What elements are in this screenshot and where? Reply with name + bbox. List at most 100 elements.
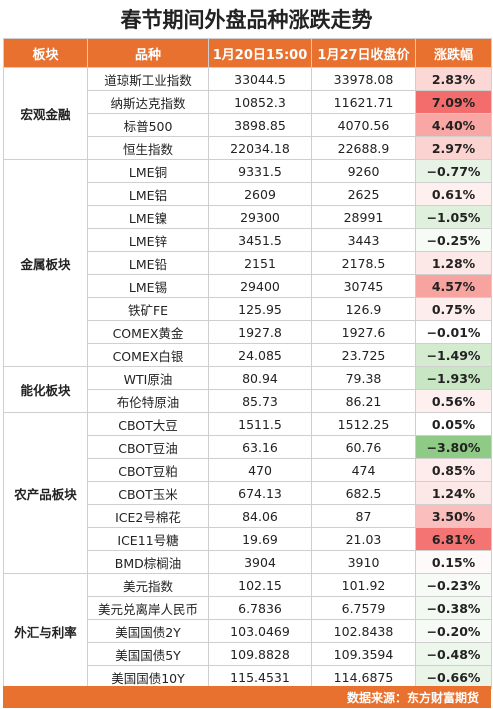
price-jan27: 3443: [311, 228, 416, 252]
price-jan20: 2609: [208, 182, 312, 206]
price-jan20: 24.085: [208, 343, 312, 367]
price-jan27: 3910: [311, 550, 416, 574]
table-row: 能化板块 WTI原油 80.94 79.38 −1.93%: [3, 366, 492, 413]
table-row: 纳斯达克指数 10852.3 11621.71 7.09%: [4, 90, 492, 114]
price-jan27: 30745: [311, 274, 416, 298]
price-jan27: 79.38: [311, 366, 416, 390]
instrument-name: 美元指数: [87, 573, 209, 597]
instrument-name: BMD棕榈油: [87, 550, 209, 574]
price-jan20: 22034.18: [208, 136, 312, 160]
change-pct: 2.97%: [415, 136, 492, 160]
change-pct: 0.75%: [415, 297, 492, 321]
price-jan27: 474: [311, 458, 416, 482]
table-row: LME铅 2151 2178.5 1.28%: [4, 251, 492, 275]
price-jan27: 1512.25: [311, 412, 416, 436]
header-change: 涨跌幅: [415, 38, 492, 68]
instrument-name: 铁矿FE: [87, 297, 209, 321]
price-jan20: 29300: [208, 205, 312, 229]
instrument-name: LME铜: [87, 159, 209, 183]
header-name: 品种: [87, 38, 209, 68]
change-pct: −0.23%: [415, 573, 492, 597]
instrument-name: 恒生指数: [87, 136, 209, 160]
price-jan27: 109.3594: [311, 642, 416, 666]
instrument-name: 美国国债2Y: [87, 619, 209, 643]
change-pct: 1.28%: [415, 251, 492, 275]
instrument-name: CBOT大豆: [87, 412, 209, 436]
instrument-name: LME镍: [87, 205, 209, 229]
change-pct: 4.40%: [415, 113, 492, 137]
sector-label: 宏观金融: [3, 67, 88, 160]
instrument-name: 纳斯达克指数: [87, 90, 209, 114]
header-sector: 板块: [3, 38, 88, 68]
table-row: 美元兑离岸人民币 6.7836 6.7579 −0.38%: [4, 596, 492, 620]
instrument-name: ICE11号糖: [87, 527, 209, 551]
price-jan20: 80.94: [208, 366, 312, 390]
data-source-footer: 数据来源：东方财富期货: [3, 686, 491, 708]
price-jan20: 102.15: [208, 573, 312, 597]
instrument-name: 标普500: [87, 113, 209, 137]
change-pct: 3.50%: [415, 504, 492, 528]
instrument-name: CBOT豆粕: [87, 458, 209, 482]
price-jan20: 674.13: [208, 481, 312, 505]
commodity-table: 板块 品种 1月20日15:00 1月27日收盘价 涨跌幅 宏观金融 道琼斯工业指…: [3, 38, 492, 689]
instrument-name: COMEX黄金: [87, 320, 209, 344]
price-jan27: 2178.5: [311, 251, 416, 275]
change-pct: 6.81%: [415, 527, 492, 551]
instrument-name: CBOT豆油: [87, 435, 209, 459]
instrument-name: COMEX白银: [87, 343, 209, 367]
price-jan27: 126.9: [311, 297, 416, 321]
change-pct: 2.83%: [415, 67, 492, 91]
price-jan27: 87: [311, 504, 416, 528]
instrument-name: ICE2号棉花: [87, 504, 209, 528]
table-row: 恒生指数 22034.18 22688.9 2.97%: [4, 136, 492, 160]
change-pct: 7.09%: [415, 90, 492, 114]
page-title: 春节期间外盘品种涨跌走势: [120, 8, 373, 32]
table-row: 标普500 3898.85 4070.56 4.40%: [4, 113, 492, 137]
instrument-name: 美国国债10Y: [87, 665, 209, 689]
instrument-name: LME铅: [87, 251, 209, 275]
change-pct: −0.20%: [415, 619, 492, 643]
price-jan27: 2625: [311, 182, 416, 206]
table-row: 美国国债10Y 115.4531 114.6875 −0.66%: [4, 665, 492, 689]
sector-label: 外汇与利率: [3, 573, 88, 689]
instrument-name: LME锡: [87, 274, 209, 298]
price-jan27: 86.21: [311, 389, 416, 413]
table-row: 外汇与利率 美元指数 102.15 101.92 −0.23%: [3, 573, 492, 689]
price-jan27: 60.76: [311, 435, 416, 459]
change-pct: 0.15%: [415, 550, 492, 574]
price-jan27: 4070.56: [311, 113, 416, 137]
change-pct: −0.66%: [415, 665, 492, 689]
table-row: 宏观金融 道琼斯工业指数 33044.5 33978.08 2.83%: [3, 67, 492, 160]
price-jan20: 19.69: [208, 527, 312, 551]
instrument-name: CBOT玉米: [87, 481, 209, 505]
price-jan27: 22688.9: [311, 136, 416, 160]
header-row: 板块 品种 1月20日15:00 1月27日收盘价 涨跌幅: [3, 38, 492, 68]
table-row: BMD棕榈油 3904 3910 0.15%: [4, 550, 492, 574]
table-row: LME锌 3451.5 3443 −0.25%: [4, 228, 492, 252]
change-pct: −0.38%: [415, 596, 492, 620]
change-pct: −1.93%: [415, 366, 492, 390]
price-jan20: 33044.5: [208, 67, 312, 91]
sector-label: 金属板块: [3, 159, 88, 367]
price-jan20: 84.06: [208, 504, 312, 528]
change-pct: 0.61%: [415, 182, 492, 206]
price-jan20: 470: [208, 458, 312, 482]
change-pct: −0.77%: [415, 159, 492, 183]
price-jan27: 114.6875: [311, 665, 416, 689]
price-jan27: 9260: [311, 159, 416, 183]
instrument-name: LME锌: [87, 228, 209, 252]
header-price-jan27: 1月27日收盘价: [311, 38, 416, 68]
table-row: 布伦特原油 85.73 86.21 0.56%: [4, 389, 492, 413]
price-jan20: 1927.8: [208, 320, 312, 344]
table-row: CBOT豆油 63.16 60.76 −3.80%: [4, 435, 492, 459]
instrument-name: LME铝: [87, 182, 209, 206]
change-pct: 1.24%: [415, 481, 492, 505]
change-pct: −3.80%: [415, 435, 492, 459]
table-row: 美国国债2Y 103.0469 102.8438 −0.20%: [4, 619, 492, 643]
price-jan27: 1927.6: [311, 320, 416, 344]
price-jan20: 115.4531: [208, 665, 312, 689]
instrument-name: 道琼斯工业指数: [87, 67, 209, 91]
sector-label: 农产品板块: [3, 412, 88, 574]
table-row: COMEX黄金 1927.8 1927.6 −0.01%: [4, 320, 492, 344]
sector-label: 能化板块: [3, 366, 88, 413]
